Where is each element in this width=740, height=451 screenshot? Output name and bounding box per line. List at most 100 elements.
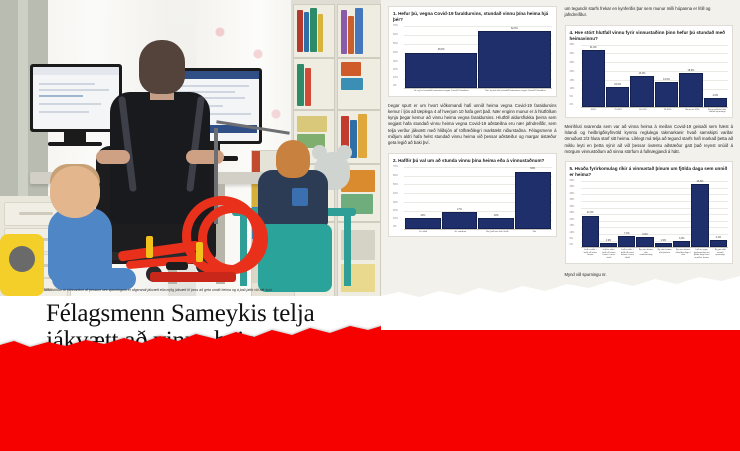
bar-item: 13,0% [654, 45, 679, 107]
chart-title-4: 4. Hve stórt hlutfall vinnu fyrir vinnus… [569, 29, 725, 41]
xtick-label: 100% [590, 108, 597, 111]
ytick: 20% [393, 208, 398, 212]
chart-bars-2: 10% 17% 10% 63% [405, 167, 551, 229]
document-column-right: um tegundir starfs frekar en kynferðis þ… [564, 6, 733, 305]
bar-item: 31,0% [581, 45, 605, 107]
xtick-label: Það er ekki í boði að vinna heima í mínu… [602, 249, 616, 260]
bar [478, 31, 551, 88]
headline-line-1: Félagsmenn Sameykis telja [46, 300, 315, 327]
monitor-left-base [48, 142, 102, 146]
chart-plot-2: 70% 60% 50% 40% 30% 20% 10% 0% 10% 17 [393, 165, 552, 230]
bar [691, 184, 709, 248]
photo-scene-home-office [0, 0, 381, 300]
ytick: 15% [569, 78, 575, 82]
ytick: 25% [569, 211, 575, 215]
bar [654, 81, 679, 107]
ytick: 15% [569, 224, 575, 228]
ytick: 0% [393, 84, 397, 87]
bar-value-label: 13,0% [663, 77, 670, 81]
bar-value-label: 10,0% [614, 82, 622, 86]
ytick: 0% [569, 102, 573, 106]
bar-value-label: 10% [420, 213, 426, 217]
bar-value-label: 62,0% [510, 27, 518, 31]
xtick-label: 50-74% [639, 108, 647, 111]
bar-value-label: 4,0% [712, 93, 719, 97]
ytick: 45% [569, 185, 575, 189]
xtick-label: 75-99% [614, 108, 622, 111]
ytick: 30% [569, 51, 575, 55]
ytick: 50% [393, 42, 398, 45]
chart-title-2: 2. Hafðir þú val um að stunda vinnu þína… [393, 157, 545, 163]
chart-plot-5: 50% 45% 40% 35% 30% 25% 20% 15% 10% 5% 0… [570, 179, 728, 249]
bar [405, 52, 478, 88]
bar-item: 10,0% [605, 45, 630, 107]
bar [709, 240, 727, 248]
xtick-label: Nei [532, 230, 537, 233]
ytick: 30% [569, 205, 575, 209]
chart-xlabels-4: 100% 75-99% 50-74% 25-49% Minna en 25% É… [583, 109, 729, 114]
bar [679, 72, 703, 107]
bar-item: 7,0% [618, 181, 636, 248]
ytick: 0% [569, 243, 573, 247]
chart-title-1: 1. Hefur þú, vegna Covid-19 faraldursins… [393, 11, 549, 22]
person-adult-arm-right [186, 150, 224, 164]
child-chair [258, 224, 332, 292]
torn-edge-shape [0, 321, 740, 451]
xtick-label: Minna en 25% [685, 108, 700, 111]
bar-item: 38,0% [405, 26, 478, 88]
bar [673, 241, 691, 248]
bar-item: 4,1% [709, 181, 727, 248]
bar-value-label: 1,9% [605, 238, 612, 242]
ytick: 5% [569, 237, 573, 241]
torn-paper-edge [0, 321, 740, 451]
chart-card-question-1: 1. Hefur þú, vegna Covid-19 faraldursins… [388, 6, 557, 97]
bar-item: 3,0% [673, 181, 691, 248]
ytick: 70% [393, 164, 398, 168]
screen [33, 67, 119, 129]
bar-item: 63% [514, 167, 551, 229]
ytick: 25% [569, 60, 575, 64]
bar-item: 46,6% [691, 180, 709, 248]
bar-item: 6,0% [636, 181, 654, 248]
ytick: 40% [393, 51, 398, 54]
bar-value-label: 46,6% [696, 180, 704, 184]
pencil-cup [292, 188, 308, 206]
bar [581, 215, 599, 248]
bar-item: 4,0% [703, 45, 728, 107]
person-toddler-head [50, 166, 100, 218]
bar-item: 1,9% [654, 181, 673, 248]
person-child-head [276, 140, 310, 178]
bar [514, 171, 551, 229]
child-desk-leg [344, 216, 351, 286]
ytick: 60% [393, 173, 398, 177]
bar-item: 16,0% [630, 45, 654, 107]
bar [630, 76, 654, 107]
xtick-label: Ég vinn heima eftir þörfum [657, 249, 672, 254]
person-toddler-body [48, 208, 112, 282]
bar-value-label: 10% [493, 213, 499, 217]
chart-title-5: 5. Hvaða fyrirkomulag ríkir á vinnustað … [569, 166, 728, 178]
wall-strip [18, 0, 28, 300]
bar [618, 236, 636, 248]
chart-card-question-2: 2. Hafðir þú val um að stunda vinnu þína… [388, 152, 557, 238]
desk-lamp-post [214, 128, 218, 224]
xtick-label: Ég vinn heima ákveðna daga í viku [675, 249, 691, 257]
chart-xlabels-1: Já, ég hef stundað heimavinnu vegna Covi… [406, 90, 552, 93]
ytick: 60% [393, 33, 398, 36]
ytick: 30% [393, 60, 398, 63]
xtick-label: Ég get ekki/vil ekki svarað spurningu [708, 108, 727, 114]
bar [581, 50, 605, 107]
ytick: 50% [569, 179, 575, 183]
bar-item: 18,0% [679, 45, 703, 107]
toy-track-loop [198, 204, 268, 274]
xtick-label: Nei, það var ekki í boði [486, 230, 509, 233]
bar-value-label: 17% [457, 207, 462, 211]
ytick: 35% [569, 198, 575, 202]
bar-value-label: 18,0% [687, 68, 695, 72]
xtick-label: Já, alltaf [418, 230, 428, 233]
chart-plot-1: 70% 60% 50% 40% 30% 20% 10% 0% 38,0% [393, 24, 552, 89]
article-photo: Niðurstöður úr könnuninni af þessum sex … [0, 0, 381, 300]
xtick-label: Það er engin fyrirkomulag um fjölda daga… [693, 249, 710, 260]
lead-paragraph: um tegundir starfs frekar en kynferðis þ… [564, 6, 711, 18]
